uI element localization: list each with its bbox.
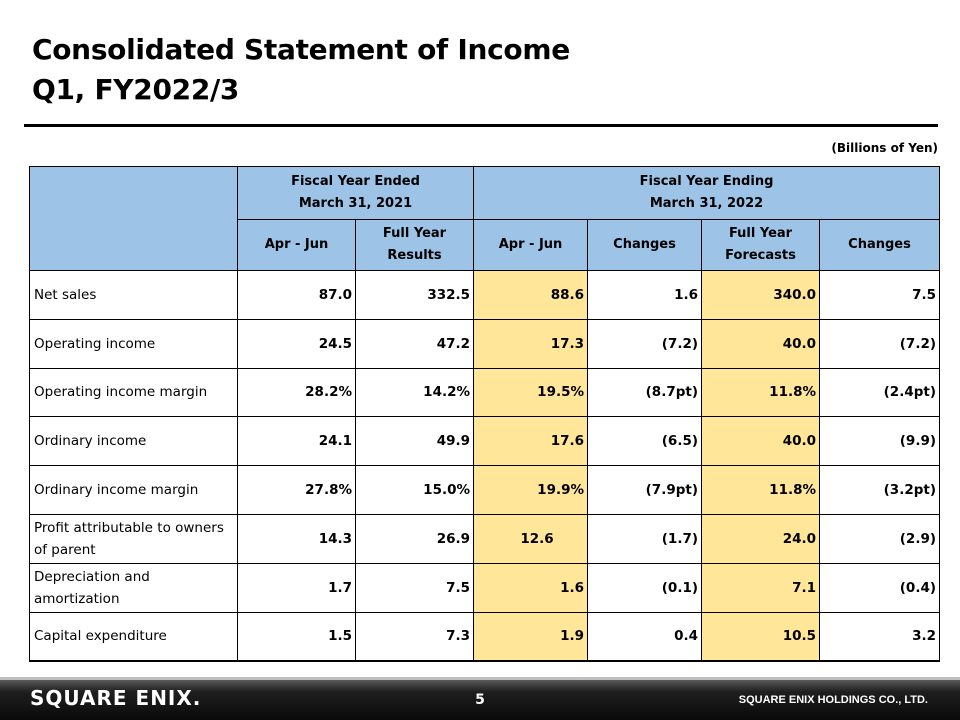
row-label: Net sales <box>29 270 238 320</box>
col-header-changes-full-year: Changes <box>819 219 941 271</box>
page-title: Consolidated Statement of Income Q1, FY2… <box>32 30 570 110</box>
table-cell: 15.0% <box>354 465 475 515</box>
table-cell: 1.9 <box>473 611 589 662</box>
table-cell: (3.2pt) <box>819 465 941 515</box>
table-cell: 24.5 <box>237 318 356 369</box>
table-cell: (9.9) <box>819 416 941 467</box>
col-header-changes-q1: Changes <box>587 219 703 271</box>
table-row: Capital expenditure 1.5 7.3 1.9 0.4 10.5… <box>29 611 941 662</box>
company-name: SQUARE ENIX HOLDINGS CO., LTD. <box>738 694 928 706</box>
table-cell: 10.5 <box>701 611 821 662</box>
table-cell: 40.0 <box>701 318 821 369</box>
row-label: Depreciation and amortization <box>29 562 238 613</box>
table-row: Operating income 24.5 47.2 17.3 (7.2) 40… <box>29 318 941 369</box>
table-cell: 7.3 <box>354 611 475 662</box>
table-cell: (1.7) <box>587 513 703 564</box>
col-header-fy2021-full-year: Full Year Results <box>354 219 475 271</box>
table-row: Depreciation and amortization 1.7 7.5 1.… <box>29 562 941 613</box>
table-row: Operating income margin 28.2% 14.2% 19.5… <box>29 367 941 418</box>
table-cell: 24.0 <box>701 513 821 564</box>
col-header-fy2022-apr-jun: Apr - Jun <box>473 219 589 271</box>
table-cell: 40.0 <box>701 416 821 467</box>
page-number: 5 <box>475 692 485 708</box>
header-corner <box>29 166 238 271</box>
row-label: Profit attributable to owners of parent <box>29 513 238 564</box>
table-cell: (7.2) <box>819 318 941 369</box>
table-cell: 332.5 <box>354 270 475 320</box>
footer-bar: SQUARE ENIX. 5 SQUARE ENIX HOLDINGS CO.,… <box>0 680 960 720</box>
table-cell: 3.2 <box>819 611 941 662</box>
table-cell: 14.3 <box>237 513 356 564</box>
table-cell: 12.6 <box>473 513 589 564</box>
table-cell: (7.2) <box>587 318 703 369</box>
row-label: Operating income margin <box>29 367 238 418</box>
units-note: (Billions of Yen) <box>831 141 938 155</box>
table-cell: 1.7 <box>237 562 356 613</box>
table-cell: (6.5) <box>587 416 703 467</box>
table-cell: 26.9 <box>354 513 475 564</box>
header-fy2021: Fiscal Year Ended March 31, 2021 <box>236 166 475 220</box>
table-cell: 11.8% <box>701 367 821 418</box>
table-cell: 87.0 <box>237 270 356 320</box>
table-row: Net sales 87.0 332.5 88.6 1.6 340.0 7.5 <box>29 270 941 320</box>
title-line-1: Consolidated Statement of Income <box>32 33 570 66</box>
header-fy2022: Fiscal Year Ending March 31, 2022 <box>473 166 941 220</box>
table-row: Profit attributable to owners of parent … <box>29 513 941 564</box>
square-enix-logo: SQUARE ENIX. <box>30 686 202 710</box>
table-cell: 88.6 <box>473 270 589 320</box>
table-cell: 28.2% <box>237 367 356 418</box>
title-divider <box>24 124 938 127</box>
footer-divider <box>0 677 960 680</box>
row-label: Capital expenditure <box>29 611 238 662</box>
table-cell: 7.5 <box>819 270 941 320</box>
table-row: Ordinary income 24.1 49.9 17.6 (6.5) 40.… <box>29 416 941 467</box>
table-cell: 47.2 <box>354 318 475 369</box>
table-cell: 1.5 <box>237 611 356 662</box>
table-cell: (0.1) <box>587 562 703 613</box>
table-cell: 19.9% <box>473 465 589 515</box>
table-cell: 14.2% <box>354 367 475 418</box>
table-cell: 1.6 <box>587 270 703 320</box>
table-cell: 0.4 <box>587 611 703 662</box>
table-cell: (2.9) <box>819 513 941 564</box>
table-cell: 17.3 <box>473 318 589 369</box>
table-row: Ordinary income margin 27.8% 15.0% 19.9%… <box>29 465 941 515</box>
table-cell: (0.4) <box>819 562 941 613</box>
row-label: Ordinary income <box>29 416 238 467</box>
income-statement-table: Fiscal Year Ended March 31, 2021 Fiscal … <box>29 166 941 662</box>
table-cell: 17.6 <box>473 416 589 467</box>
table-cell: (8.7pt) <box>587 367 703 418</box>
title-line-2: Q1, FY2022/3 <box>32 73 240 106</box>
table-cell: 11.8% <box>701 465 821 515</box>
table-cell: (2.4pt) <box>819 367 941 418</box>
table-cell: 24.1 <box>237 416 356 467</box>
col-header-fy2021-apr-jun: Apr - Jun <box>237 219 356 271</box>
table-cell: 49.9 <box>354 416 475 467</box>
row-label: Operating income <box>29 318 238 369</box>
table-cell: 19.5% <box>473 367 589 418</box>
col-header-full-year-forecasts: Full Year Forecasts <box>701 219 821 271</box>
table-cell: 7.5 <box>354 562 475 613</box>
table-cell: 7.1 <box>701 562 821 613</box>
table-cell: 1.6 <box>473 562 589 613</box>
table-cell: 27.8% <box>237 465 356 515</box>
row-label: Ordinary income margin <box>29 465 238 515</box>
table-cell: (7.9pt) <box>587 465 703 515</box>
table-cell: 340.0 <box>701 270 821 320</box>
